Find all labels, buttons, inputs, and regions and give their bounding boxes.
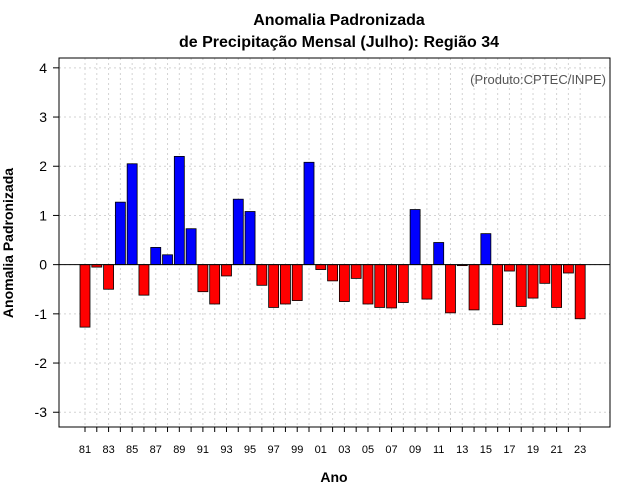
chart-subtitle: de Precipitação Mensal (Julho): Região 3… bbox=[179, 34, 499, 51]
x-tick-label: 17 bbox=[503, 444, 515, 456]
bar-93 bbox=[221, 264, 232, 277]
x-tick-label: 15 bbox=[480, 444, 492, 456]
x-tick-label: 99 bbox=[291, 444, 303, 456]
bars bbox=[79, 155, 586, 328]
bar-83 bbox=[103, 264, 114, 290]
bar-89 bbox=[173, 155, 185, 266]
y-tick-label: 1 bbox=[39, 207, 47, 223]
x-tick-label: 21 bbox=[550, 444, 562, 456]
x-tick-label: 91 bbox=[197, 444, 209, 456]
x-tick-label: 05 bbox=[362, 444, 374, 456]
bar-08 bbox=[397, 264, 409, 303]
bar-02 bbox=[327, 264, 338, 282]
x-tick-label: 01 bbox=[315, 444, 327, 456]
y-tick-label: -1 bbox=[35, 306, 48, 322]
bar-87 bbox=[150, 247, 162, 266]
bar-97 bbox=[268, 264, 280, 308]
bar-23 bbox=[574, 264, 586, 320]
bar-03 bbox=[338, 264, 350, 302]
x-tick-label: 83 bbox=[102, 444, 114, 456]
x-tick-label: 03 bbox=[338, 444, 350, 456]
x-tick-label: 97 bbox=[268, 444, 280, 456]
y-tick-label: -3 bbox=[35, 404, 48, 420]
x-axis: 81 83 85 87 89 91 93 95 97 99 01 03 05 07 09 11 13 15 17 19… bbox=[79, 427, 586, 456]
bar-85 bbox=[126, 163, 138, 266]
bar-00 bbox=[303, 161, 315, 266]
x-tick-label: 95 bbox=[244, 444, 256, 456]
bar-16 bbox=[492, 264, 504, 326]
bar-96 bbox=[256, 264, 268, 286]
bar-07 bbox=[386, 264, 397, 309]
plot-frame bbox=[58, 57, 611, 428]
grid-lines bbox=[59, 58, 610, 427]
y-tick-label: 0 bbox=[39, 257, 47, 273]
bar-84 bbox=[114, 201, 126, 266]
y-tick-label: -2 bbox=[35, 355, 48, 371]
bar-06 bbox=[374, 264, 386, 308]
bar-94 bbox=[232, 198, 244, 266]
y-axis: -3 -2 -1 0 1 2 3 4 bbox=[35, 60, 59, 420]
bar-20 bbox=[539, 264, 551, 284]
x-tick-label: 23 bbox=[574, 444, 586, 456]
chart-title: Anomalia Padronizada bbox=[253, 12, 425, 29]
bar-21 bbox=[551, 264, 562, 308]
x-tick-label: 87 bbox=[150, 444, 162, 456]
bar-22 bbox=[562, 264, 574, 274]
x-tick-label: 13 bbox=[456, 444, 468, 456]
bar-14 bbox=[468, 264, 480, 311]
x-axis-title: Ano bbox=[320, 469, 347, 485]
bar-10 bbox=[421, 264, 433, 300]
x-tick-label: 89 bbox=[173, 444, 185, 456]
x-tick-label: 93 bbox=[220, 444, 232, 456]
bar-81 bbox=[79, 264, 91, 328]
bar-91 bbox=[197, 264, 209, 293]
y-tick-label: 2 bbox=[39, 158, 47, 174]
y-tick-label: 4 bbox=[39, 60, 47, 76]
bar-12 bbox=[445, 264, 456, 314]
x-tick-label: 19 bbox=[527, 444, 539, 456]
bar-99 bbox=[291, 264, 303, 301]
bar-09 bbox=[409, 209, 421, 266]
x-tick-label: 07 bbox=[385, 444, 397, 456]
bar-90 bbox=[185, 228, 197, 266]
bar-88 bbox=[162, 254, 173, 266]
bar-98 bbox=[280, 264, 291, 305]
bar-92 bbox=[209, 264, 221, 305]
bar-04 bbox=[350, 264, 362, 279]
bar-95 bbox=[244, 211, 256, 266]
y-axis-title: Anomalia Padronizada bbox=[0, 168, 16, 318]
bar-01 bbox=[315, 264, 327, 270]
x-tick-label: 85 bbox=[126, 444, 138, 456]
bar-11 bbox=[433, 242, 445, 266]
x-tick-label: 81 bbox=[79, 444, 91, 456]
bar-15 bbox=[480, 233, 492, 266]
x-tick-label: 11 bbox=[433, 444, 444, 456]
source-annotation: (Produto:CPTEC/INPE) bbox=[470, 72, 606, 87]
bar-05 bbox=[362, 264, 374, 305]
bar-19 bbox=[527, 264, 539, 299]
x-tick-label: 09 bbox=[409, 444, 421, 456]
bar-17 bbox=[504, 264, 515, 272]
bar-18 bbox=[515, 264, 527, 307]
y-tick-label: 3 bbox=[39, 109, 47, 125]
bar-86 bbox=[138, 264, 150, 296]
